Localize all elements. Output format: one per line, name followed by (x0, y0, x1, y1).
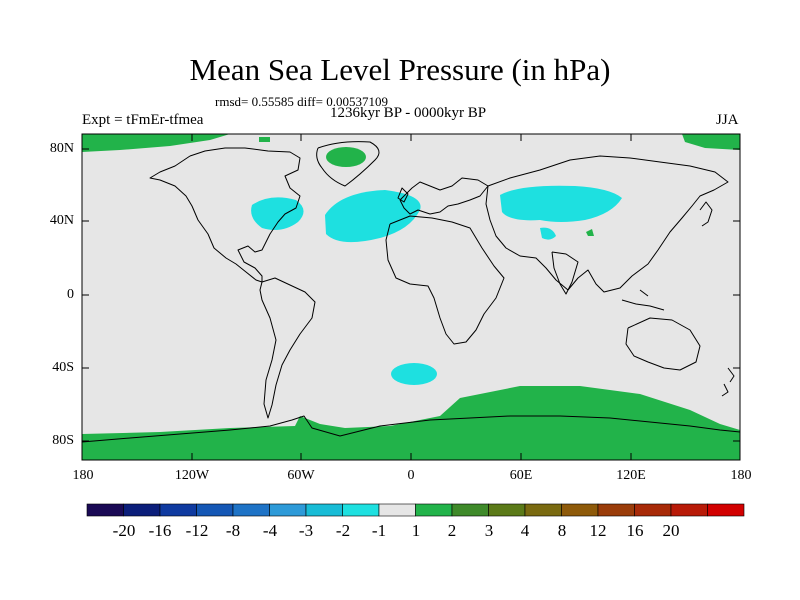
colorbar-label: -3 (298, 521, 314, 540)
africa-coast (385, 215, 505, 345)
arctic-anomaly-east (682, 134, 740, 150)
north-america-coast (149, 147, 301, 283)
colorbar-label: 12 (589, 521, 607, 540)
colorbar-label: 4 (520, 521, 530, 540)
antarctic-anomaly (82, 386, 740, 460)
na-east-anomaly (251, 197, 304, 230)
colorbar-swatch (597, 503, 635, 517)
positive-anomaly-regions (82, 134, 740, 460)
colorbar (86, 503, 745, 517)
lon-label-0: 0 (407, 468, 415, 483)
period-text: 1236kyr BP - 0000kyr BP (329, 105, 487, 121)
colorbar-label: 16 (626, 521, 644, 540)
colorbar-swatch (123, 503, 161, 517)
lon-label-120w: 120W (174, 468, 210, 483)
colorbar-label: -2 (335, 521, 351, 540)
asia-coast (485, 155, 729, 293)
colorbar-swatch (86, 503, 124, 517)
colorbar-swatch (415, 503, 453, 517)
colorbar-swatch (269, 503, 307, 517)
colorbar-swatch (305, 503, 343, 517)
colorbar-label: -16 (148, 521, 172, 540)
map-title: Mean Sea Level Pressure (in hPa) (189, 52, 611, 87)
greenland-coast (316, 141, 380, 187)
colorbar-swatch (342, 503, 380, 517)
colorbar-label: -20 (112, 521, 136, 540)
arctic-anomaly-west (82, 134, 230, 152)
lat-label-80s: 80S (52, 433, 74, 448)
asia-green-patch (586, 229, 594, 236)
axis-ticks (82, 134, 740, 460)
north-atlantic-anomaly (325, 190, 421, 243)
india-coast (551, 251, 579, 295)
south-atlantic-anomaly (391, 363, 437, 385)
colorbar-swatch (561, 503, 599, 517)
colorbar-swatch (232, 503, 270, 517)
colorbar-swatch (451, 503, 489, 517)
colorbar-label: 20 (662, 521, 680, 540)
colorbar-label: -4 (262, 521, 278, 540)
colorbar-label: -8 (225, 521, 241, 540)
colorbar-label: 2 (447, 521, 457, 540)
colorbar-label: -1 (371, 521, 387, 540)
negative-anomaly-regions (251, 185, 622, 385)
uk-coast (397, 187, 409, 203)
lon-label-60e: 60E (509, 468, 533, 483)
new-zealand-coast (721, 367, 735, 397)
colorbar-label: 8 (557, 521, 567, 540)
antarctica-coast (81, 415, 741, 443)
australia-coast (625, 317, 701, 371)
lon-label-180e: 180 (730, 468, 752, 483)
eurasia-anomaly (500, 185, 622, 222)
colorbar-swatch (634, 503, 672, 517)
lon-label-60w: 60W (287, 468, 315, 483)
japan-coast (699, 201, 713, 227)
europe-coast (399, 177, 489, 215)
lon-label-120e: 120E (616, 468, 646, 483)
indonesia-coast (621, 289, 665, 311)
lat-label-40s: 40S (52, 360, 74, 375)
season-label: JJA (716, 112, 739, 128)
colorbar-swatch (707, 503, 745, 517)
central-asia-patch (540, 227, 556, 240)
colorbar-label: 3 (484, 521, 494, 540)
colorbar-label: 1 (411, 521, 421, 540)
south-america-coast (259, 277, 316, 419)
coastlines (81, 141, 741, 443)
colorbar-swatch (524, 503, 562, 517)
colorbar-swatch (378, 503, 416, 517)
colorbar-swatch (488, 503, 526, 517)
colorbar-label: -12 (185, 521, 209, 540)
arctic-patch (259, 137, 270, 142)
experiment-label: Expt = tFmEr-tfmea (82, 112, 204, 128)
greenland-anomaly (326, 147, 366, 167)
colorbar-swatch (196, 503, 234, 517)
colorbar-swatch (670, 503, 708, 517)
stats-text: rmsd= 0.55585 diff= 0.00537109 (215, 94, 388, 109)
lon-label-180w: 180 (72, 468, 94, 483)
lat-label-0: 0 (67, 287, 74, 302)
lat-label-40n: 40N (49, 213, 74, 228)
colorbar-swatch (159, 503, 197, 517)
lat-label-80n: 80N (49, 141, 74, 156)
